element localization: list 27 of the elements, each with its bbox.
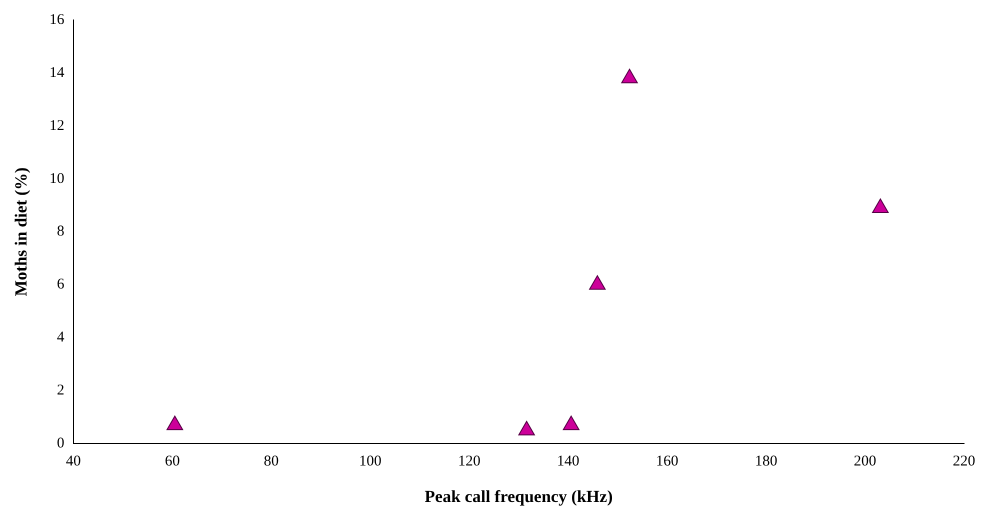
y-tick-label: 0 bbox=[56, 436, 64, 452]
point bbox=[589, 275, 606, 290]
y-tick-label: 2 bbox=[56, 382, 64, 399]
y-tick-label: 16 bbox=[49, 12, 65, 28]
x-tick-label: 200 bbox=[854, 454, 876, 470]
x-axis-title: Peak call frequency (kHz) bbox=[424, 487, 613, 506]
x-tick-label: 220 bbox=[952, 454, 976, 470]
x-tick-label: 120 bbox=[458, 454, 480, 470]
x-tick-label: 160 bbox=[656, 454, 678, 470]
y-tick-label: 4 bbox=[56, 330, 65, 346]
point bbox=[872, 198, 889, 213]
point bbox=[562, 416, 580, 430]
x-tick-label: 80 bbox=[264, 454, 279, 470]
x-tick-label: 60 bbox=[164, 454, 180, 470]
point bbox=[518, 420, 535, 436]
y-tick-label: 8 bbox=[56, 224, 64, 240]
y-tick-label: 10 bbox=[49, 170, 64, 187]
x-tick-label: 100 bbox=[359, 454, 382, 470]
point bbox=[166, 416, 184, 430]
y-axis-title: Moths in diet (%) bbox=[12, 167, 31, 296]
x-tick-label: 140 bbox=[556, 454, 580, 470]
x-tick-label: 40 bbox=[66, 454, 81, 470]
y-tick-label: 6 bbox=[56, 276, 65, 293]
x-tick-label: 180 bbox=[754, 454, 778, 470]
y-tick-label: 12 bbox=[49, 118, 64, 134]
y-tick-label: 14 bbox=[49, 64, 65, 81]
point bbox=[621, 68, 638, 84]
